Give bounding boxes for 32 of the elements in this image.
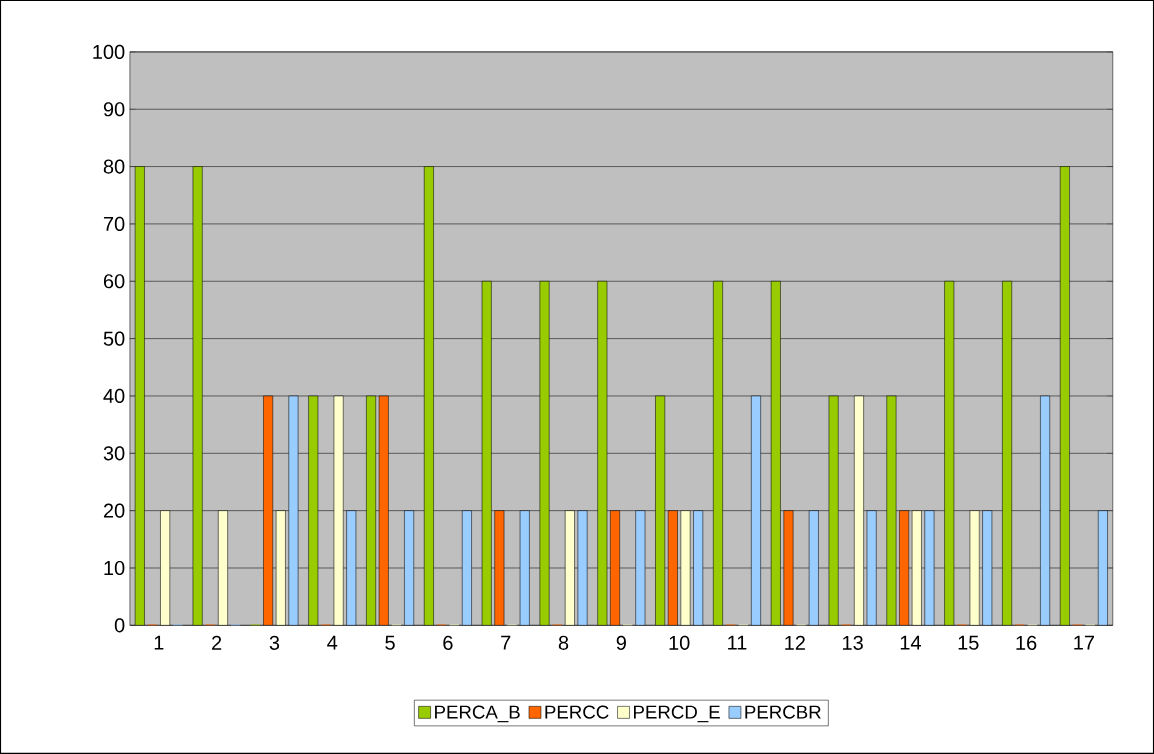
y-tick-label: 80 [103,159,125,174]
y-tick-label: 20 [103,503,125,518]
y-tick-label: 50 [103,331,125,346]
y-tick-label: 40 [103,388,125,404]
y-tick-label: 0 [114,618,125,633]
x-tick-label: 4 [327,635,338,650]
y-tick-label: 60 [103,274,125,289]
x-tick-label: 10 [669,635,690,650]
x-tick-label: 5 [385,635,395,650]
x-tick-label: 6 [443,635,453,650]
y-tick-label: 30 [103,446,125,461]
x-tick-label: 9 [616,635,626,650]
y-tick-label: 100 [93,44,125,59]
x-tick-label: 15 [958,635,979,650]
legend-label: PERCD_E [634,705,720,723]
x-tick-label: 13 [843,635,863,650]
y-tick-label: 10 [104,560,125,576]
legend-label: PERCBR [745,705,821,719]
y-tick-label: 70 [103,216,125,232]
x-tick-label: 2 [212,635,222,650]
x-tick-label: 12 [785,635,805,650]
x-tick-label: 11 [728,635,747,650]
x-tick-label: 1 [154,635,164,650]
y-tick-label: 90 [103,102,125,117]
x-tick-label: 17 [1074,635,1095,650]
x-tick-label: 8 [558,635,569,650]
x-tick-label: 14 [900,635,921,650]
legend-label: PERCC [545,705,609,719]
legend-label: PERCA_B [435,705,520,723]
x-tick-label: 16 [1016,635,1037,650]
x-tick-label: 3 [269,635,280,650]
x-tick-label: 7 [501,635,511,650]
